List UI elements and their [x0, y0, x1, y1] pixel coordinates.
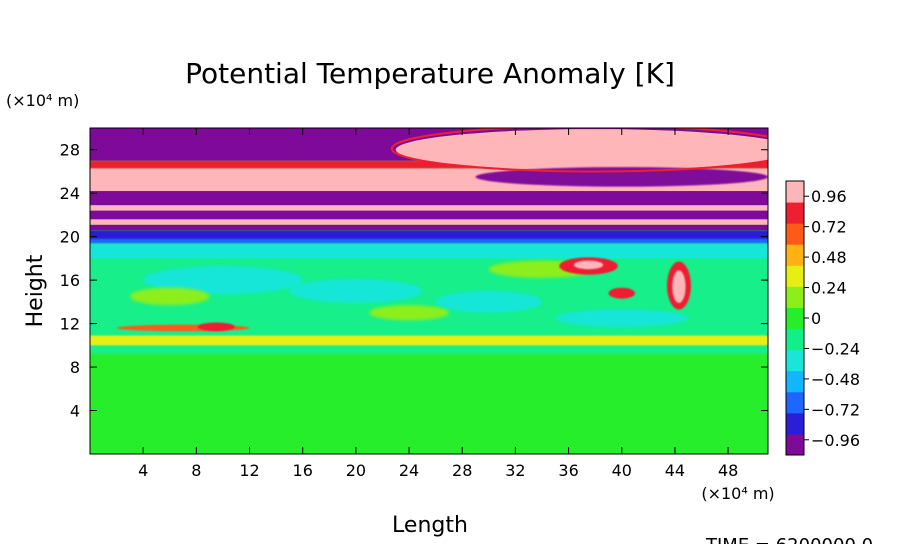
colorbar-tick-label: −0.24	[811, 339, 860, 358]
colorbar-tick-label: 0.72	[811, 218, 847, 237]
field-band-pink-22km	[90, 205, 768, 211]
colorbar-swatch	[786, 286, 804, 308]
y-axis-unit: (×10⁴ m)	[6, 91, 79, 110]
time-label: TIME = 6200000.0	[705, 535, 873, 544]
y-tick-label: 28	[60, 141, 80, 160]
field-patch-5	[555, 309, 689, 327]
colorbar-swatch	[786, 265, 804, 287]
y-tick-label: 4	[70, 402, 80, 421]
field-band-yellow-11km	[90, 335, 768, 346]
x-tick-label: 32	[505, 461, 525, 480]
colorbar-tick-label: 0.48	[811, 248, 847, 267]
colorbar-tick-label: 0.24	[811, 279, 847, 298]
field-hot-core-44km	[672, 270, 686, 303]
x-axis-label: Length	[392, 513, 468, 538]
field-band-purple-22km	[90, 210, 768, 220]
y-tick-label: 12	[60, 315, 80, 334]
field-band-pink-21km	[90, 219, 768, 225]
colorbar-swatch	[786, 328, 804, 351]
field-band-red-26km	[90, 160, 768, 169]
colorbar-tick-label: 0.96	[811, 187, 847, 206]
field-patch-2	[435, 291, 542, 313]
colorbar: 0.96 0.72 0.48 0.24 0 −0.24 −0.48 −0.72 −0.96	[785, 180, 860, 456]
colorbar-swatch	[786, 370, 804, 393]
colorbar-swatch	[786, 391, 804, 414]
x-tick-label: 20	[346, 461, 366, 480]
colorbar-swatch	[786, 307, 804, 330]
x-tick-label: 24	[399, 461, 419, 480]
field-upper-pink-region	[395, 129, 768, 171]
x-tick-label: 44	[665, 461, 685, 480]
x-tick-label: 28	[452, 461, 472, 480]
field-upper-purple-lens	[475, 167, 768, 187]
field-band-purple-23km	[90, 191, 768, 206]
x-tick-label: 4	[138, 461, 148, 480]
field-patch-4	[369, 305, 449, 321]
colorbar-tick-label: 0	[811, 309, 821, 328]
colorbar-tick-label: −0.96	[811, 431, 860, 450]
x-tick-label: 36	[558, 461, 578, 480]
x-tick-label: 16	[293, 461, 313, 480]
field-upper-pink-edge	[390, 128, 768, 173]
y-axis-label: Height	[23, 254, 48, 327]
field-band-cyan-19km	[90, 243, 768, 259]
y-tick-label: 24	[60, 184, 80, 203]
field-hot-core-36km	[573, 260, 604, 270]
field-hot-patch-40km	[608, 287, 636, 299]
y-tick-label: 16	[60, 271, 80, 290]
colorbar-tick-label: −0.48	[811, 370, 860, 389]
heatmap-field	[90, 128, 768, 454]
colorbar-swatch	[786, 412, 804, 435]
x-tick-label: 48	[718, 461, 738, 480]
field-patch-1	[289, 279, 423, 303]
colorbar-swatch	[786, 181, 804, 203]
colorbar-tick-label: −0.72	[811, 400, 860, 419]
x-tick-label: 40	[612, 461, 632, 480]
colorbar-swatch	[786, 202, 804, 224]
colorbar-swatch	[786, 244, 804, 266]
field-band-dark-blue-20km	[90, 230, 768, 239]
field-hot-patch-9km	[197, 322, 235, 332]
colorbar-swatch	[786, 349, 804, 372]
field-patch-0	[143, 266, 303, 295]
x-axis: 4 8 12 16 20 24 28 32 36 40 44 48	[138, 128, 738, 480]
x-tick-label: 12	[239, 461, 259, 480]
field-patch-3	[129, 287, 210, 306]
colorbar-swatch	[786, 433, 804, 456]
y-tick-label: 8	[70, 358, 80, 377]
y-tick-label: 20	[60, 228, 80, 247]
y-axis: 4 8 12 16 20 24 28	[60, 141, 768, 421]
chart-title: Potential Temperature Anomaly [K]	[185, 57, 675, 90]
x-tick-label: 8	[191, 461, 201, 480]
field-band-purple-21km	[90, 224, 768, 231]
colorbar-swatch	[786, 223, 804, 245]
plot-frame	[89, 127, 769, 455]
x-axis-unit: (×10⁴ m)	[701, 484, 774, 503]
